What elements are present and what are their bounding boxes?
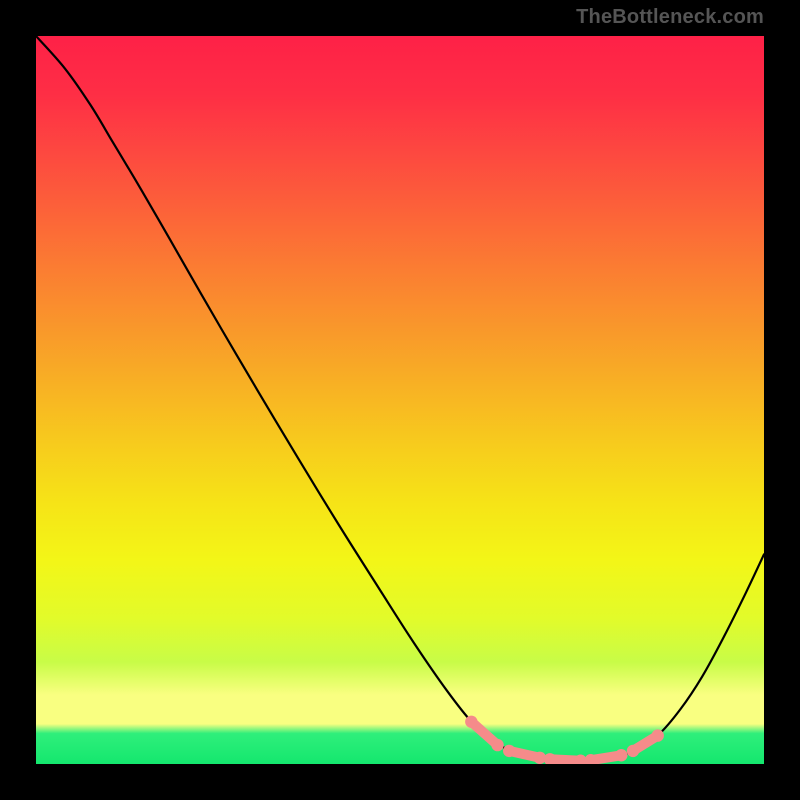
watermark-text: TheBottleneck.com: [576, 6, 764, 29]
bottleneck-chart: [0, 0, 800, 800]
chart-frame: TheBottleneck.com: [0, 0, 800, 800]
plot-background: [36, 36, 764, 764]
